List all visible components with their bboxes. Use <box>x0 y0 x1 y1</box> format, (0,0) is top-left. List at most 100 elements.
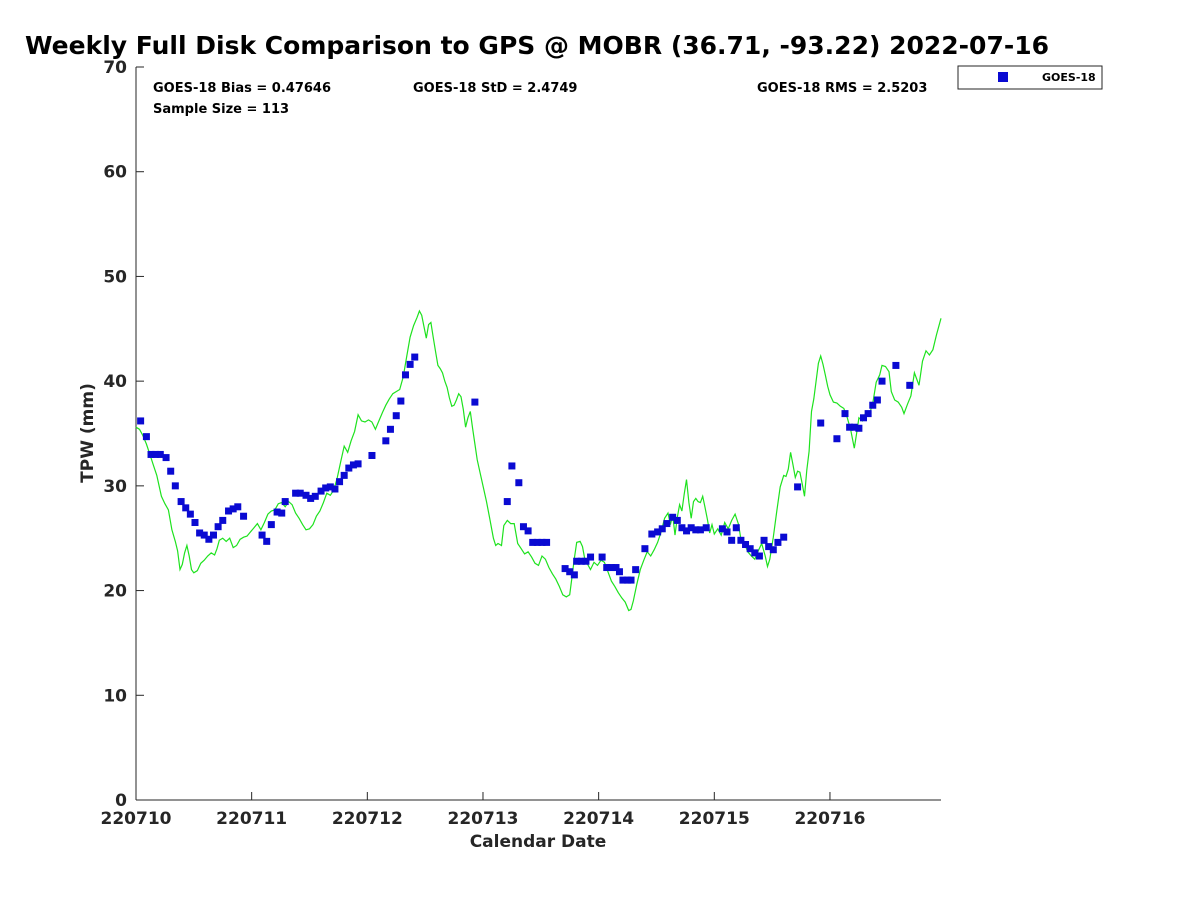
x-tick-label: 220711 <box>216 809 287 829</box>
y-tick-label: 70 <box>103 58 127 78</box>
goes-point <box>349 461 357 469</box>
goes-point <box>281 498 289 506</box>
legend: GOES-18 <box>957 65 1103 90</box>
goes-point <box>582 557 590 565</box>
y-tick-label: 50 <box>103 267 127 287</box>
goes-point <box>658 525 666 533</box>
y-tick-label: 30 <box>103 477 127 497</box>
goes-point <box>471 398 479 406</box>
goes-point <box>833 435 841 443</box>
goes-point <box>292 489 300 497</box>
goes-point <box>533 538 541 546</box>
goes-point <box>336 478 344 486</box>
x-tick-label: 220714 <box>563 809 634 829</box>
goes-point <box>683 527 691 535</box>
x-tick-label: 220715 <box>679 809 750 829</box>
goes-point <box>234 503 242 511</box>
goes-point <box>769 546 777 554</box>
goes-point <box>723 528 731 536</box>
legend-label: GOES-18 <box>1042 71 1096 84</box>
goes-point <box>524 527 532 535</box>
goes-point <box>167 467 175 475</box>
chart-title: Weekly Full Disk Comparison to GPS @ MOB… <box>25 31 1049 60</box>
y-axis-label: TPW (mm) <box>78 383 98 483</box>
goes-point <box>147 450 155 458</box>
goes-point <box>892 361 900 369</box>
goes-point <box>382 437 390 445</box>
goes-point <box>508 462 516 470</box>
goes-point <box>142 433 150 441</box>
goes-point <box>240 512 248 520</box>
goes-point <box>728 536 736 544</box>
goes-point <box>406 360 414 368</box>
goes-point <box>641 545 649 553</box>
goes-point <box>258 531 266 539</box>
goes-point <box>648 530 656 538</box>
goes-point <box>326 483 334 491</box>
goes-point <box>229 505 237 513</box>
goes-point <box>746 545 754 553</box>
goes-point <box>561 565 569 573</box>
goes-point <box>632 566 640 574</box>
goes-point <box>869 401 877 409</box>
legend-box <box>957 65 1103 90</box>
goes-point <box>519 523 527 531</box>
goes-point <box>598 553 606 561</box>
goes-point <box>392 412 400 420</box>
goes-point <box>760 536 768 544</box>
x-axis-label: Calendar Date <box>470 832 607 852</box>
goes-point <box>397 397 405 405</box>
goes-point <box>607 564 615 572</box>
goes-point <box>368 451 376 459</box>
goes-point <box>615 568 623 576</box>
y-tick-label: 10 <box>103 686 127 706</box>
goes-point <box>331 485 339 493</box>
x-tick-label: 220710 <box>101 809 172 829</box>
goes-point <box>345 464 353 472</box>
goes-point <box>401 371 409 379</box>
goes-point <box>503 498 511 506</box>
y-tick-label: 60 <box>103 163 127 183</box>
goes-point <box>209 531 217 539</box>
goes-point <box>386 425 394 433</box>
goes-point <box>538 538 546 546</box>
goes-point <box>603 564 611 572</box>
goes-point <box>855 424 863 432</box>
goes-point <box>317 487 325 495</box>
goes-point <box>718 525 726 533</box>
goes-point <box>322 484 330 492</box>
goes-point <box>573 557 581 565</box>
goes-point <box>354 460 362 468</box>
plot-frame <box>136 67 941 800</box>
goes-point <box>692 526 700 534</box>
goes-point <box>860 414 868 422</box>
goes-point <box>302 491 310 499</box>
goes-point <box>263 537 271 545</box>
goes-point <box>311 492 319 500</box>
goes-point <box>850 423 858 431</box>
goes-point <box>411 353 419 361</box>
goes-point <box>177 498 185 506</box>
x-tick-label: 220712 <box>332 809 403 829</box>
goes-point <box>186 510 194 518</box>
goes-point <box>654 528 662 536</box>
gps-line <box>135 309 942 612</box>
x-axis-ticks: 220710 220711 220712 220713 220714 220715 2207… <box>101 792 865 829</box>
goes-point <box>273 508 281 516</box>
goes-point <box>878 377 886 385</box>
goes-point <box>765 543 773 551</box>
goes-point <box>543 538 551 546</box>
goes-point <box>774 538 782 546</box>
goes-point <box>340 471 348 479</box>
goes-point <box>751 549 759 557</box>
goes-point <box>669 513 677 521</box>
goes-point <box>794 483 802 491</box>
goes-point <box>182 504 190 512</box>
sample-size-stat: Sample Size = 113 <box>153 102 289 117</box>
goes-point <box>864 410 872 418</box>
goes-point <box>307 494 315 502</box>
goes-point <box>214 523 222 531</box>
goes-point <box>219 516 227 524</box>
x-tick-label: 220713 <box>447 809 518 829</box>
